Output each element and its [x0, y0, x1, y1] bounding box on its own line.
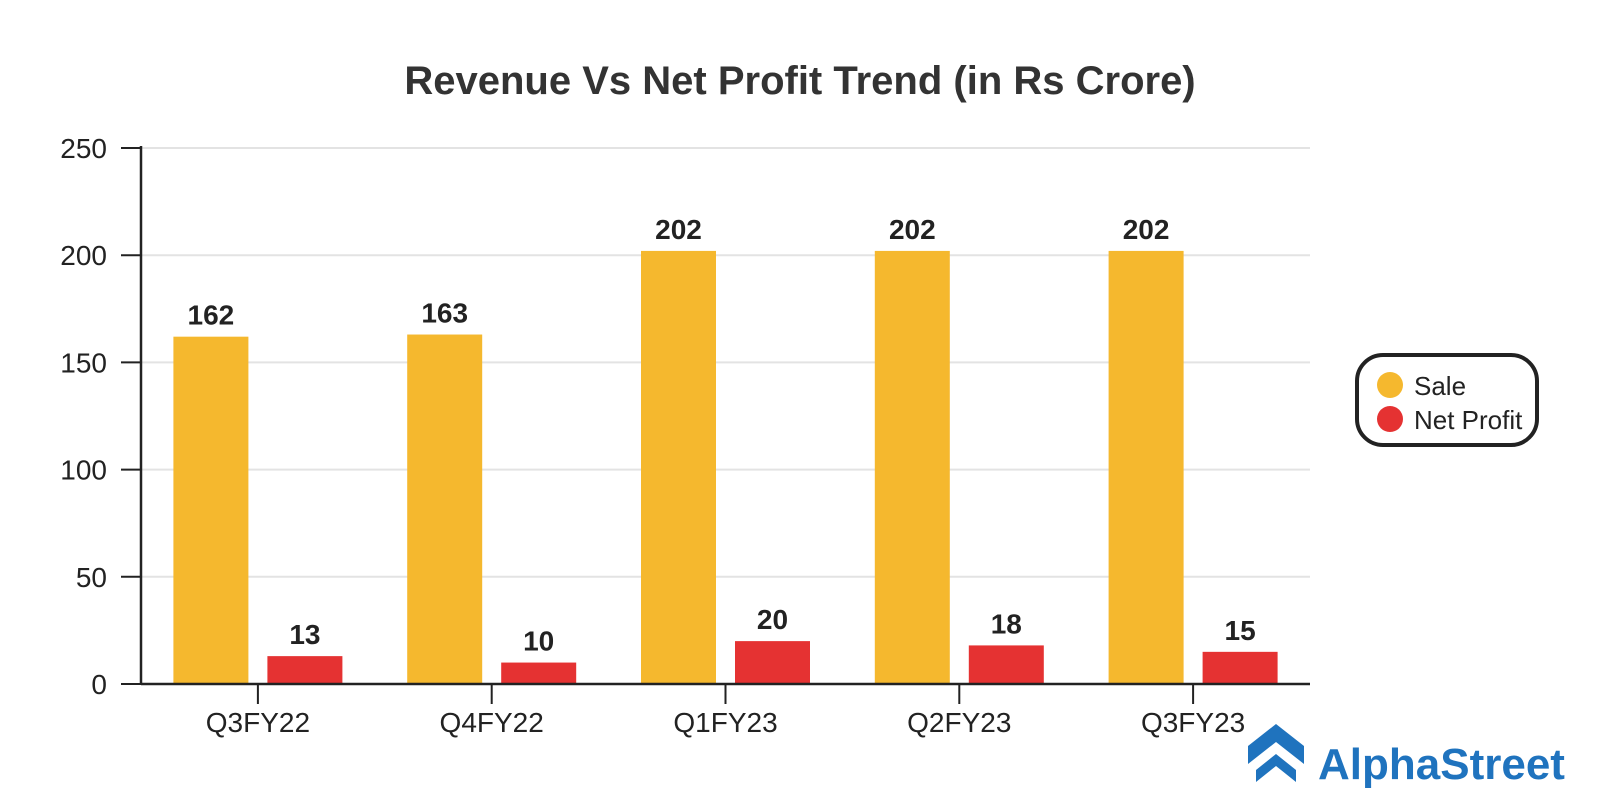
- data-label-net-profit: 10: [523, 626, 554, 657]
- data-label-sale: 162: [188, 300, 235, 331]
- data-labels: 162 13 163 10 202 20 202 18 202 15: [188, 214, 1256, 657]
- x-tick-label: Q3FY22: [206, 707, 310, 738]
- data-label-sale: 202: [655, 214, 702, 245]
- chevron-up-logo-icon: [1248, 724, 1304, 782]
- data-label-sale: 202: [889, 214, 936, 245]
- bar-net-profit: [1202, 651, 1278, 684]
- data-label-sale: 202: [1123, 214, 1170, 245]
- data-label-sale: 163: [421, 298, 468, 329]
- legend-swatch-sale: [1377, 372, 1403, 398]
- data-label-net-profit: 20: [757, 604, 788, 635]
- data-label-net-profit: 13: [289, 619, 320, 650]
- data-label-net-profit: 15: [1225, 615, 1256, 646]
- bar-sale: [1108, 250, 1184, 685]
- bar-sale: [407, 334, 483, 684]
- y-tick-label: 200: [60, 240, 107, 271]
- brand-logo: AlphaStreet: [1248, 724, 1565, 789]
- legend: Sale Net Profit: [1355, 353, 1539, 447]
- axes: 0 50 100 150 200 250 Q3FY22 Q4FY22 Q1FY23 Q2FY23 Q…: [60, 133, 1310, 738]
- legend-swatch-net-profit: [1377, 406, 1403, 432]
- bar-sale: [641, 250, 716, 685]
- y-tick-label: 250: [60, 133, 107, 164]
- bar-net-profit: [267, 656, 343, 684]
- brand-name: AlphaStreet: [1318, 740, 1565, 789]
- bars: [173, 250, 1278, 685]
- bar-net-profit: [735, 641, 810, 684]
- x-tick-label: Q2FY23: [907, 707, 1011, 738]
- x-tick-label: Q1FY23: [673, 707, 777, 738]
- x-tick-label: Q4FY22: [440, 707, 544, 738]
- y-tick-label: 150: [60, 347, 107, 378]
- bar-sale: [173, 336, 249, 684]
- bar-net-profit: [968, 645, 1044, 684]
- y-tick-label: 100: [60, 455, 107, 486]
- chart-title: Revenue Vs Net Profit Trend (in Rs Crore…: [404, 59, 1195, 103]
- bar-sale: [874, 250, 950, 685]
- data-label-net-profit: 18: [991, 608, 1022, 639]
- bar-net-profit: [501, 662, 577, 684]
- y-tick-label: 0: [91, 669, 107, 700]
- x-tick-label: Q3FY23: [1141, 707, 1245, 738]
- legend-label-sale: Sale: [1414, 371, 1466, 401]
- legend-label-net-profit: Net Profit: [1414, 405, 1523, 435]
- y-tick-label: 50: [76, 562, 107, 593]
